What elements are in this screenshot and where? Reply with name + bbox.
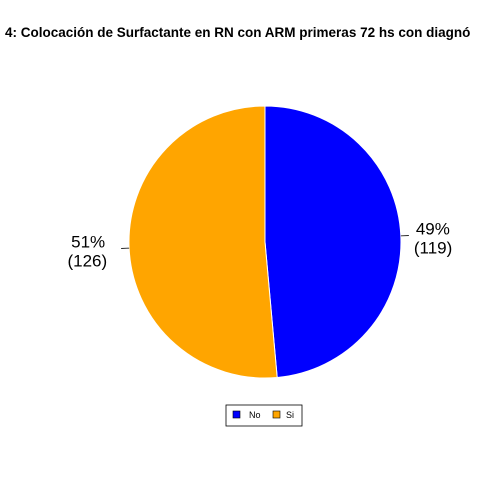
pie-slices <box>128 105 402 379</box>
legend-label-si: Si <box>286 410 294 420</box>
pie-slice-no <box>264 105 402 378</box>
legend-swatch-no <box>232 410 241 419</box>
legend-box <box>225 404 303 427</box>
percent-label-si: 51% <box>71 233 105 252</box>
chart-title: 4: Colocación de Surfactante en RN con A… <box>5 25 470 40</box>
pie-slice-si <box>128 105 278 379</box>
count-label-no: (119) <box>414 238 452 257</box>
legend-label-no: No <box>249 410 261 420</box>
legend: No Si <box>225 404 303 427</box>
count-label-si: (126) <box>67 252 107 271</box>
slice-labels: 49%(119) 51%(126) <box>67 219 452 270</box>
legend-swatch-si <box>272 410 281 419</box>
percent-label-no: 49% <box>416 219 450 238</box>
